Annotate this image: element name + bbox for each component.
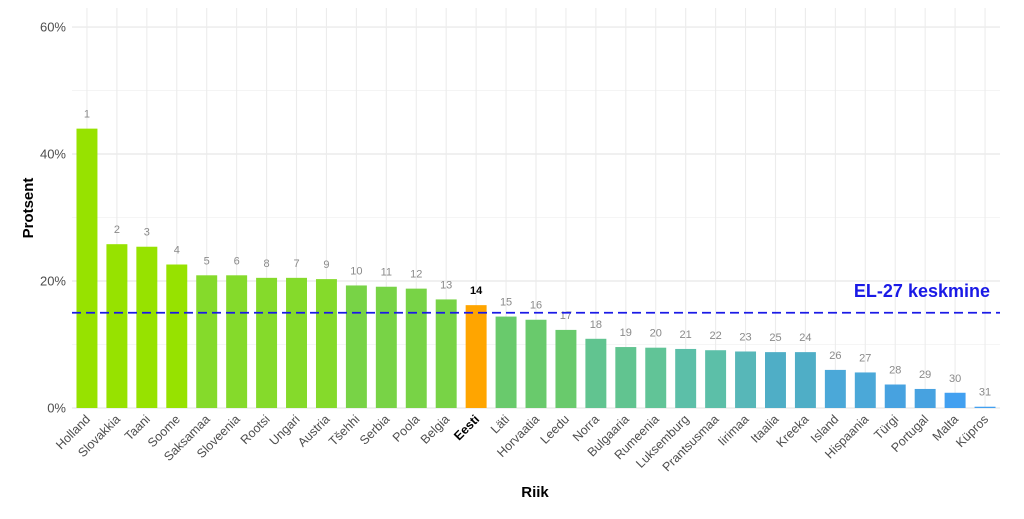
bar <box>196 275 218 408</box>
y-axis-title: Protsent <box>20 178 37 239</box>
bar <box>794 352 816 408</box>
x-tick-label: Tšehhi <box>326 412 362 448</box>
x-tick-label: Austria <box>295 412 332 449</box>
rank-label: 27 <box>859 352 871 364</box>
rank-label: 31 <box>979 387 991 399</box>
bar <box>465 305 487 408</box>
bar <box>375 286 397 408</box>
rank-label: 18 <box>590 319 602 331</box>
x-tick-label: Leedu <box>538 412 573 447</box>
bar <box>735 351 757 408</box>
rank-label: 22 <box>709 330 721 342</box>
bar <box>286 277 307 408</box>
rank-label: 17 <box>560 310 572 322</box>
bar <box>435 299 457 408</box>
rank-label: 3 <box>144 227 150 239</box>
bar <box>106 244 128 408</box>
rank-label: 29 <box>919 369 931 381</box>
bar <box>914 388 936 408</box>
bar <box>585 338 607 408</box>
rank-label: 14 <box>470 285 483 297</box>
bar <box>824 369 846 408</box>
rank-label: 12 <box>410 269 422 281</box>
bar <box>315 279 337 408</box>
x-tick-label: Rootsi <box>238 412 273 447</box>
rank-label: 19 <box>620 327 632 339</box>
rank-label: 21 <box>680 329 692 341</box>
bar <box>76 128 98 408</box>
rank-label: 24 <box>799 332 811 344</box>
rank-label: 20 <box>650 328 662 340</box>
bar <box>765 352 786 408</box>
rank-label: 15 <box>500 297 512 309</box>
bar <box>884 384 906 408</box>
rank-label: 11 <box>381 267 392 279</box>
y-tick-label: 20% <box>40 274 66 289</box>
rank-label: 4 <box>174 245 180 257</box>
rank-label: 10 <box>350 265 362 277</box>
bar <box>555 329 577 408</box>
reference-line-group: EL-27 keskmine <box>72 281 1000 314</box>
bar <box>615 347 637 408</box>
x-tick-label: Küpros <box>953 412 991 450</box>
rank-label: 28 <box>889 365 901 377</box>
bar <box>256 277 278 408</box>
bar <box>705 350 727 408</box>
rank-label: 13 <box>440 279 452 291</box>
rank-label: 16 <box>530 300 542 312</box>
bar <box>166 264 188 408</box>
x-tick-label: Läti <box>488 412 512 436</box>
x-axis-ticks: HollandSlovakkiaTaaniSoomeSaksamaaSlovee… <box>53 412 991 474</box>
rank-label: 2 <box>114 224 120 236</box>
bar <box>136 246 158 408</box>
rank-label: 23 <box>739 331 751 343</box>
x-tick-label: Poola <box>390 412 423 445</box>
bar <box>645 347 667 408</box>
bar <box>974 406 996 408</box>
y-axis-ticks: 0% 20% 40% 60% <box>40 20 66 416</box>
x-tick-label: Iirimaa <box>715 412 751 448</box>
bar <box>675 348 697 408</box>
y-tick-label: 40% <box>40 147 66 162</box>
rank-label: 8 <box>264 258 270 270</box>
rank-label: 6 <box>234 255 240 267</box>
y-tick-label: 60% <box>40 20 66 35</box>
x-tick-label: Serbia <box>357 412 392 447</box>
bar <box>525 319 547 408</box>
y-tick-label: 0% <box>47 401 66 416</box>
rank-label: 9 <box>323 259 329 271</box>
x-tick-label: Belgia <box>418 412 453 447</box>
x-tick-label: Eesti <box>451 412 482 443</box>
x-axis-title: Riik <box>521 484 549 501</box>
rank-label: 30 <box>949 373 961 385</box>
bars <box>76 128 996 408</box>
bar <box>495 316 517 408</box>
bar <box>226 275 248 408</box>
rank-label: 26 <box>829 350 841 362</box>
bar <box>944 392 966 408</box>
bar <box>405 288 427 408</box>
rank-label: 7 <box>293 258 299 270</box>
bar <box>345 285 367 408</box>
reference-line-label: EL-27 keskmine <box>854 281 990 301</box>
bar <box>854 372 876 408</box>
rank-label: 1 <box>84 109 90 121</box>
rank-label: 5 <box>204 255 210 267</box>
rank-label: 25 <box>769 332 781 344</box>
x-tick-label: Kreeka <box>774 412 812 450</box>
